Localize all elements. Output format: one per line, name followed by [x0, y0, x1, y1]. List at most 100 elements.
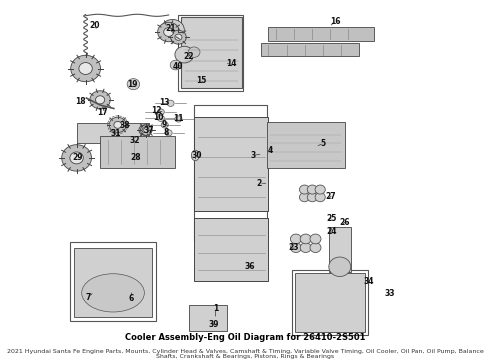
Bar: [100, 136, 174, 168]
Bar: [74, 248, 152, 317]
Text: 16: 16: [330, 17, 341, 26]
Bar: [269, 27, 374, 41]
Text: 34: 34: [363, 277, 373, 286]
Text: 26: 26: [340, 218, 350, 227]
Bar: [194, 105, 267, 241]
Bar: [261, 43, 359, 57]
Text: Cooler Assembly-Eng Oil Diagram for 26410-2S501: Cooler Assembly-Eng Oil Diagram for 2641…: [125, 333, 365, 342]
Text: 25: 25: [326, 213, 336, 222]
Circle shape: [300, 234, 311, 244]
Bar: [329, 227, 351, 272]
Circle shape: [161, 122, 168, 128]
Circle shape: [188, 47, 200, 57]
Circle shape: [139, 125, 150, 135]
Circle shape: [299, 185, 310, 194]
Text: 14: 14: [226, 59, 237, 68]
Text: 2: 2: [256, 179, 262, 188]
Bar: [295, 273, 365, 332]
Circle shape: [171, 30, 186, 44]
Bar: [181, 17, 242, 88]
Text: 29: 29: [73, 153, 83, 162]
Text: 20: 20: [89, 21, 99, 30]
Circle shape: [315, 185, 325, 194]
Circle shape: [141, 125, 152, 135]
Text: 24: 24: [326, 228, 337, 237]
Circle shape: [300, 243, 311, 252]
Circle shape: [90, 91, 110, 109]
Text: 4: 4: [268, 146, 273, 155]
Circle shape: [127, 78, 140, 90]
Circle shape: [70, 152, 83, 164]
Text: 23: 23: [289, 243, 299, 252]
Bar: [178, 15, 243, 91]
Circle shape: [161, 19, 184, 40]
Circle shape: [114, 121, 122, 128]
Circle shape: [71, 55, 100, 82]
Circle shape: [62, 145, 92, 171]
Ellipse shape: [82, 274, 145, 312]
Circle shape: [144, 128, 149, 132]
Text: 21: 21: [165, 24, 176, 33]
Text: 5: 5: [321, 139, 326, 148]
Text: 17: 17: [98, 108, 108, 117]
Circle shape: [307, 185, 318, 194]
Text: 3: 3: [250, 151, 255, 160]
Text: 11: 11: [173, 114, 184, 123]
Text: 12: 12: [151, 107, 162, 116]
Bar: [70, 242, 156, 321]
Text: 30: 30: [192, 151, 202, 160]
Circle shape: [299, 193, 310, 202]
Circle shape: [167, 100, 174, 107]
Text: 33: 33: [385, 289, 395, 298]
Bar: [194, 117, 269, 211]
Text: 15: 15: [196, 76, 206, 85]
Text: 31: 31: [111, 129, 121, 138]
Bar: [194, 218, 269, 281]
Text: 6: 6: [129, 293, 134, 302]
Text: 9: 9: [161, 120, 167, 129]
Circle shape: [158, 22, 180, 42]
Text: 36: 36: [245, 262, 255, 271]
Circle shape: [291, 243, 301, 252]
Text: 28: 28: [131, 153, 142, 162]
Ellipse shape: [192, 150, 199, 161]
Circle shape: [157, 109, 164, 115]
Circle shape: [170, 60, 181, 70]
Text: 27: 27: [326, 192, 337, 201]
Circle shape: [329, 257, 351, 276]
Circle shape: [167, 25, 178, 35]
Text: 10: 10: [153, 113, 164, 122]
Text: 13: 13: [159, 98, 170, 107]
Text: 32: 32: [129, 136, 140, 145]
Bar: [267, 122, 345, 168]
Circle shape: [175, 46, 194, 63]
Text: 7: 7: [86, 293, 91, 302]
Text: 22: 22: [183, 52, 194, 61]
Circle shape: [315, 193, 325, 202]
Text: 38: 38: [120, 121, 130, 130]
Circle shape: [79, 63, 92, 75]
Text: 18: 18: [75, 97, 86, 106]
Bar: [292, 270, 368, 334]
Text: 19: 19: [127, 80, 138, 89]
Circle shape: [310, 234, 321, 244]
Text: 40: 40: [173, 62, 184, 71]
Bar: [190, 305, 226, 331]
Circle shape: [96, 96, 105, 104]
Circle shape: [310, 243, 321, 252]
Circle shape: [142, 128, 147, 132]
Text: 37: 37: [144, 126, 154, 135]
Circle shape: [164, 28, 173, 36]
Text: 39: 39: [208, 320, 219, 329]
Circle shape: [175, 34, 182, 40]
Circle shape: [175, 116, 182, 122]
Text: 8: 8: [164, 129, 170, 138]
Text: 1: 1: [213, 304, 218, 313]
Circle shape: [157, 115, 164, 121]
Circle shape: [307, 193, 318, 202]
Circle shape: [165, 130, 172, 136]
Circle shape: [291, 234, 301, 244]
Circle shape: [109, 117, 126, 132]
Text: 2021 Hyundai Santa Fe Engine Parts, Mounts, Cylinder Head & Valves, Camshaft & T: 2021 Hyundai Santa Fe Engine Parts, Moun…: [7, 348, 483, 359]
Bar: [76, 123, 149, 143]
